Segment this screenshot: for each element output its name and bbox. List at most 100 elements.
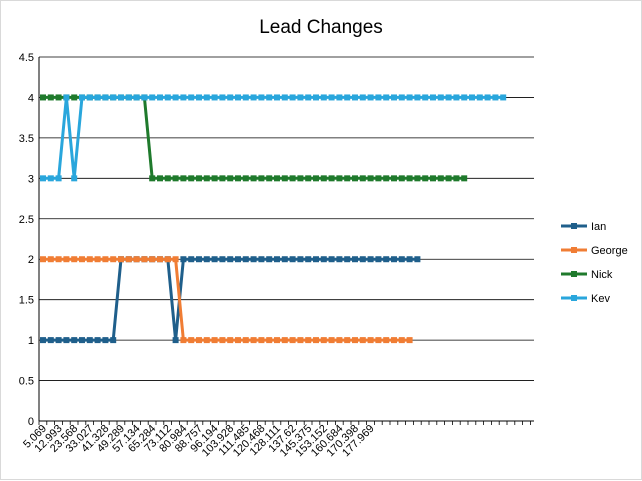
legend-marker	[571, 247, 577, 253]
data-point	[211, 94, 218, 101]
data-point	[406, 175, 413, 182]
data-point	[196, 94, 202, 101]
data-point	[227, 256, 234, 263]
data-point	[336, 256, 343, 263]
data-point	[172, 256, 179, 263]
data-point	[258, 256, 265, 263]
data-point	[86, 94, 93, 101]
legend-marker	[571, 223, 577, 229]
data-point	[289, 175, 296, 182]
data-point	[196, 337, 202, 344]
data-point	[40, 175, 46, 182]
data-point	[274, 256, 280, 263]
data-point	[328, 256, 335, 263]
legend-marker	[571, 295, 577, 301]
data-point	[211, 175, 218, 182]
data-point	[180, 175, 187, 182]
y-tick-label: 4.5	[19, 52, 34, 64]
data-point	[336, 337, 343, 344]
data-point	[289, 337, 296, 344]
data-point	[492, 94, 499, 101]
data-point	[484, 94, 491, 101]
data-point	[86, 256, 93, 263]
data-point	[118, 256, 124, 263]
data-point	[266, 337, 273, 344]
data-point	[47, 175, 54, 182]
data-point	[383, 256, 390, 263]
data-point	[305, 175, 312, 182]
data-point	[359, 256, 366, 263]
data-point	[344, 256, 351, 263]
y-tick-label: 3.5	[19, 133, 34, 145]
data-point	[430, 94, 436, 101]
data-point	[313, 256, 319, 263]
data-point	[453, 94, 460, 101]
legend-item-ian: Ian	[561, 221, 606, 233]
data-point	[367, 94, 374, 101]
data-point	[79, 256, 85, 263]
data-point	[320, 337, 327, 344]
legend-label: Kev	[591, 293, 610, 305]
data-point	[94, 256, 101, 263]
data-point	[71, 256, 78, 263]
y-axis-ticks: 0 0.5 1 1.5 2 2.5 3 3.5 4 4.5	[19, 52, 34, 428]
legend-item-nick: Nick	[561, 269, 613, 281]
data-point	[242, 256, 249, 263]
data-point	[149, 256, 156, 263]
data-point	[352, 337, 358, 344]
y-tick-label: 1	[28, 335, 34, 347]
data-point	[500, 94, 507, 101]
data-point	[344, 175, 351, 182]
data-point	[47, 256, 54, 263]
data-point	[164, 256, 171, 263]
data-point	[375, 337, 382, 344]
data-point	[367, 175, 374, 182]
data-point	[359, 175, 366, 182]
data-point	[320, 94, 327, 101]
data-point	[359, 337, 366, 344]
data-point	[391, 337, 397, 344]
x-axis-ticks: 5.06912.99323.56833.02741.32849.28957.13…	[21, 423, 377, 460]
data-point	[118, 94, 124, 101]
data-point	[172, 94, 179, 101]
y-tick-label: 4	[28, 92, 34, 104]
data-point	[47, 94, 54, 101]
data-point	[375, 256, 382, 263]
y-tick-label: 2.5	[19, 214, 34, 226]
data-point	[320, 256, 327, 263]
data-point	[235, 256, 241, 263]
data-point	[203, 175, 210, 182]
data-point	[289, 94, 296, 101]
data-point	[274, 175, 280, 182]
legend-label: Nick	[591, 269, 613, 281]
data-point	[71, 337, 78, 344]
data-point	[164, 175, 171, 182]
data-point	[258, 337, 265, 344]
data-point	[219, 337, 226, 344]
data-point	[203, 337, 210, 344]
data-point	[235, 337, 241, 344]
data-point	[305, 94, 312, 101]
data-point	[398, 175, 405, 182]
legend-item-kev: Kev	[561, 293, 610, 305]
data-point	[422, 175, 429, 182]
data-point	[180, 256, 187, 263]
data-point	[86, 337, 93, 344]
data-point	[414, 94, 421, 101]
data-point	[336, 94, 343, 101]
data-point	[461, 175, 468, 182]
data-point	[203, 256, 210, 263]
data-point	[305, 256, 312, 263]
data-point	[149, 175, 156, 182]
legend-label: George	[591, 245, 628, 257]
data-point	[437, 175, 444, 182]
data-point	[297, 256, 304, 263]
data-point	[336, 175, 343, 182]
series-george	[40, 256, 413, 344]
data-point	[352, 94, 358, 101]
data-point	[391, 256, 397, 263]
data-point	[125, 94, 132, 101]
data-point	[63, 94, 70, 101]
data-point	[164, 94, 171, 101]
data-point	[102, 337, 109, 344]
